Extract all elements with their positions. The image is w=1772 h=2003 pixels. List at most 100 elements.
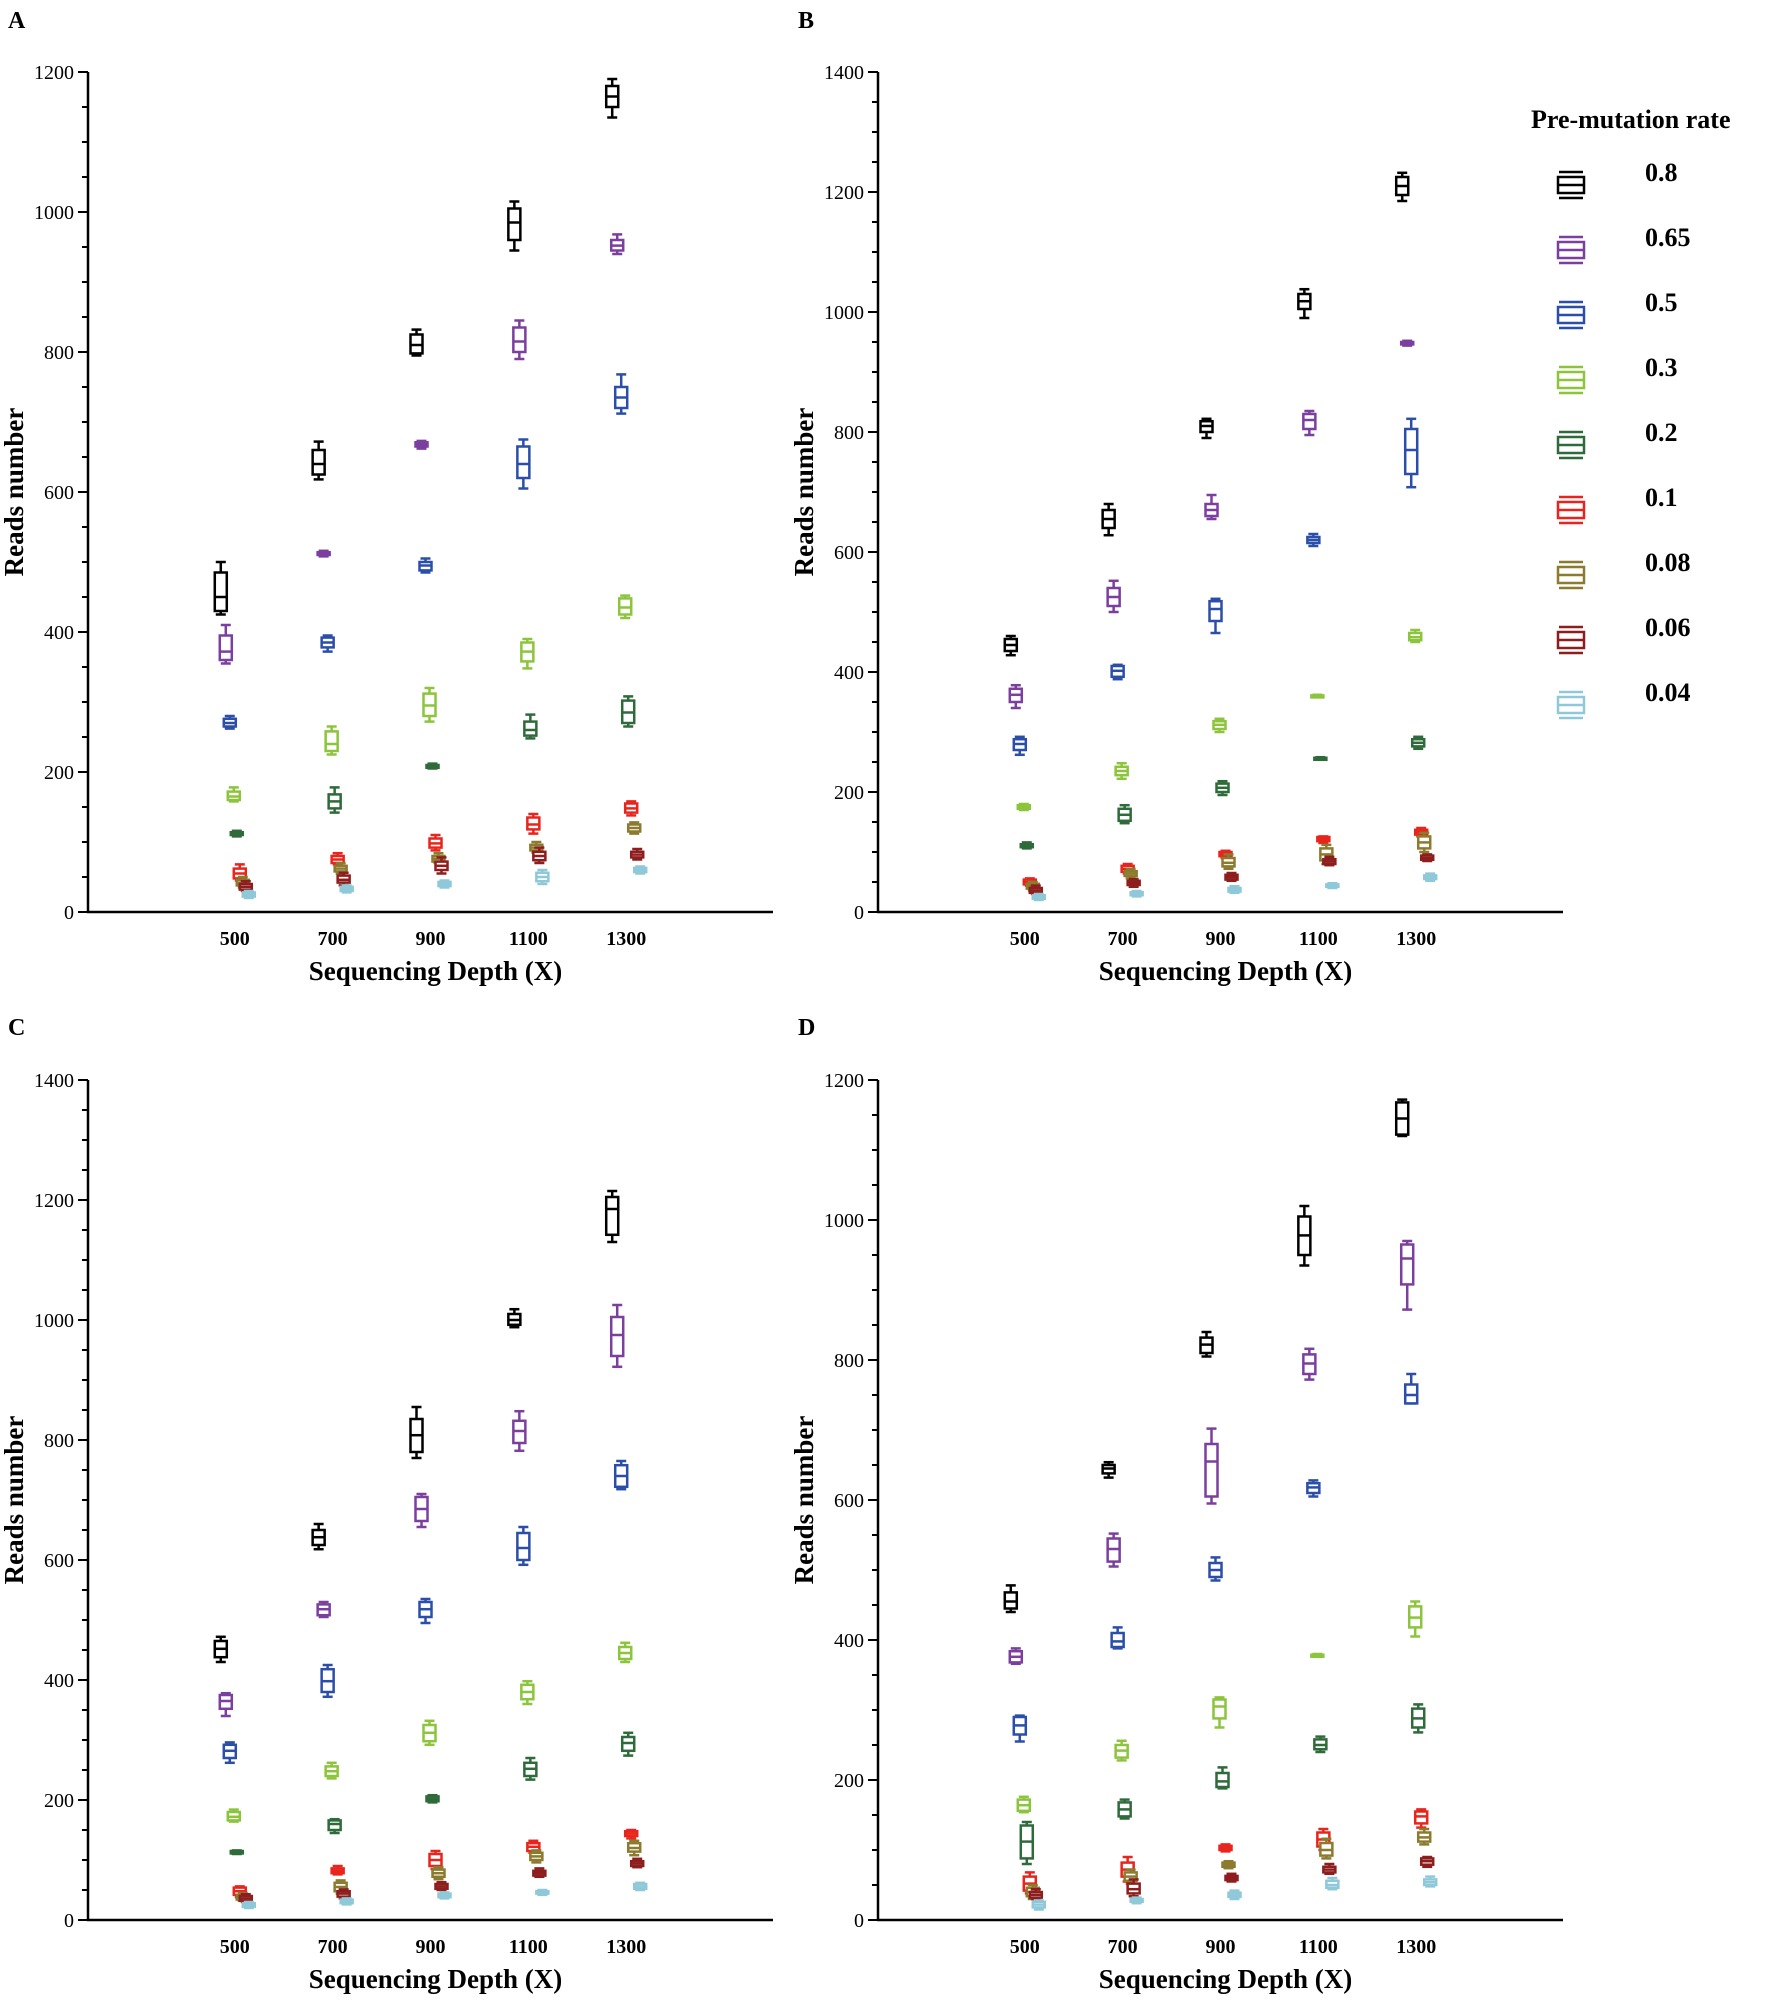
boxplot-0.5-500 [1012,735,1028,757]
boxplot-0.04-900 [1227,884,1242,895]
boxplot-0.5-900 [418,557,433,574]
x-axis-label: Sequencing Depth (X) [1099,1964,1353,1994]
x-axis-label: Sequencing Depth (X) [1099,956,1353,986]
boxplot-0.1-1300 [1413,1808,1429,1829]
legend-item-0.5: 0.5 [1556,288,1678,330]
box [1399,1243,1415,1286]
boxplot-0.8-500 [1003,1584,1019,1614]
boxplot-0.04-500 [1031,892,1047,902]
boxplot-0.04-700 [1129,889,1144,898]
legend-swatch [1556,430,1586,460]
boxplot-0.08-700 [1123,867,1138,880]
boxplot-0.5-1100 [1306,532,1321,548]
legend-swatch [1556,560,1586,590]
y-tick-label: 200 [834,782,864,804]
boxplot-0.3-1300 [1407,628,1423,644]
boxplot-0.1-1300 [623,1828,639,1840]
boxplot-0.2-900 [1215,1766,1230,1790]
boxplot-0.04-1100 [1325,881,1340,890]
box [1204,1442,1219,1498]
y-tick-label: 800 [834,1350,864,1372]
y-tick-label: 600 [834,542,864,564]
boxplot-0.8-1300 [1394,171,1410,203]
y-tick-label: 600 [44,482,74,504]
boxplot-0.5-500 [222,1741,238,1765]
boxplot-0.2-900 [1215,779,1230,797]
boxplot-0.3-900 [1212,1696,1227,1729]
y-tick-label: 800 [44,1430,74,1452]
box [218,634,234,662]
boxplot-0.65-1300 [609,1303,625,1369]
boxplot-0.04-900 [1227,1889,1242,1901]
boxplot-0.2-1300 [620,695,636,728]
legend-title: Pre-mutation rate [1531,105,1731,134]
y-tick-label: 0 [854,902,864,924]
x-tick-label: 900 [1206,1936,1236,1958]
boxplot-0.65-500 [218,1691,234,1718]
panel-letter: D [798,1015,815,1041]
panel-A: A 0 200 400 600 800 1000 1200 500 700 900 1100 1300 S… [0,8,773,986]
boxplot-0.8-1100 [507,200,522,252]
x-axis-label: Sequencing Depth (X) [309,1964,563,1994]
x-tick-label: 700 [1108,928,1138,950]
boxplot-0.3-1300 [617,594,633,620]
boxplot-0.08-900 [1221,853,1236,871]
boxplot-0.3-1100 [1310,1652,1325,1659]
legend-label: 0.08 [1645,548,1691,577]
boxplot-0.06-900 [1224,1872,1239,1883]
y-tick-label: 800 [44,342,74,364]
boxplot-0.2-1100 [523,1756,538,1781]
legend-label: 0.04 [1645,678,1691,707]
boxplot-0.2-1100 [1313,755,1328,762]
boxplot-0.06-500 [1028,884,1044,896]
boxplot-0.2-700 [327,786,342,814]
boxplot-0.8-1100 [1297,287,1312,320]
boxplot-0.06-1100 [532,1867,547,1879]
boxplot-0.8-1100 [507,1307,522,1329]
x-tick-label: 700 [1108,1936,1138,1958]
boxplot-0.08-1100 [1319,1837,1334,1860]
x-tick-label: 500 [220,1936,250,1958]
boxplot-0.5-700 [1110,663,1125,681]
boxplot-0.8-500 [1003,634,1019,657]
boxplot-0.2-900 [425,762,440,770]
boxplot-0.65-1100 [1302,409,1317,437]
box [213,571,229,613]
boxplot-0.1-500 [232,1885,248,1899]
boxplot-0.5-900 [1208,1556,1223,1582]
y-tick-label: 400 [834,1630,864,1652]
boxplot-0.2-1300 [620,1731,636,1757]
x-tick-label: 500 [1010,928,1040,950]
boxplot-0.08-1300 [626,1839,642,1857]
box [507,207,522,242]
boxplot-0.06-1100 [532,846,547,865]
boxplot-0.08-1300 [626,821,642,835]
boxplot-0.04-1300 [632,1881,648,1892]
boxplot-0.65-1100 [512,319,527,361]
x-tick-label: 1300 [606,1936,646,1958]
boxplot-0.65-900 [414,1492,429,1529]
boxplot-0.65-1300 [609,233,625,256]
legend-label: 0.5 [1645,288,1678,317]
boxplot-0.1-1100 [1316,835,1331,845]
y-tick-label: 200 [44,1790,74,1812]
x-tick-label: 1100 [509,928,548,950]
x-tick-label: 900 [416,928,446,950]
boxplot-0.2-1100 [1313,1735,1328,1754]
boxplot-0.5-700 [320,634,335,653]
y-tick-label: 1000 [824,302,864,324]
legend-item-0.3: 0.3 [1556,353,1678,395]
boxplot-0.65-900 [1204,493,1219,521]
boxplot-0.8-500 [213,560,229,616]
boxplot-0.65-1100 [1302,1347,1317,1381]
boxplot-0.06-900 [434,1880,449,1892]
x-tick-label: 700 [318,928,348,950]
y-tick-label: 200 [834,1770,864,1792]
boxplot-0.3-1100 [520,637,535,670]
boxplot-0.1-1100 [526,812,541,835]
y-axis-label: Reads number [789,1416,819,1585]
legend-label: 0.65 [1645,223,1691,252]
boxplot-0.8-900 [1199,417,1214,440]
boxplot-0.5-1100 [516,1525,531,1567]
y-tick-label: 1200 [34,1190,74,1212]
